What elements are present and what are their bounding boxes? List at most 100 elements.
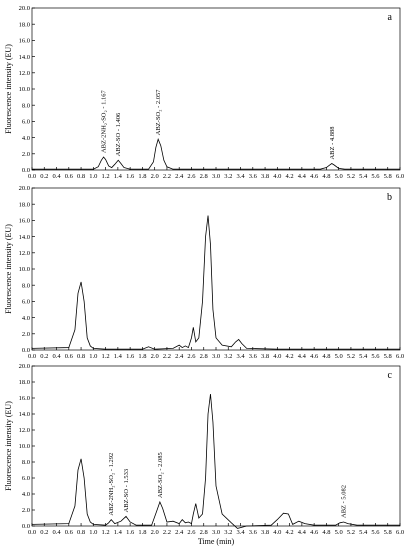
plot-frame [31, 187, 401, 351]
x-tick-label: 4.8 [322, 173, 330, 180]
x-tick-label: 2.2 [163, 173, 171, 180]
y-tick-label: 0.0 [22, 167, 30, 174]
y-tick-label: 8.0 [22, 282, 30, 289]
y-tick-label: 2.0 [22, 331, 30, 338]
y-tick-label: 2.0 [22, 151, 30, 158]
x-tick-label: 4.4 [298, 173, 307, 180]
x-tick-label: 3.2 [224, 173, 232, 180]
x-tick-label: 0.0 [28, 529, 36, 536]
x-tick-label: 5.2 [347, 353, 355, 360]
x-tick-label: 4.0 [273, 529, 281, 536]
x-tick-label: 6.0 [396, 529, 404, 536]
y-tick-label: 4.0 [22, 315, 30, 322]
x-tick-label: 3.8 [261, 173, 269, 180]
peak-annotation: ABZ - 4.888 [329, 126, 336, 159]
x-tick-label: 3.2 [224, 353, 232, 360]
x-tick-label: 5.8 [384, 353, 392, 360]
x-tick-label: 2.4 [175, 173, 184, 180]
x-tick-label: 4.2 [286, 173, 294, 180]
x-tick-label: 6.0 [396, 173, 404, 180]
y-tick-label: 2.0 [22, 507, 30, 514]
peak-annotation: ABZ-SO₂ - 2.057 [155, 89, 162, 136]
x-tick-label: 1.0 [89, 173, 97, 180]
x-tick-label: 3.8 [261, 529, 269, 536]
x-tick-label: 2.0 [151, 529, 159, 536]
chromatogram-line [31, 215, 400, 350]
y-tick-label: 6.0 [22, 119, 30, 126]
x-tick-label: 0.4 [52, 173, 61, 180]
y-tick-label: 18.0 [19, 21, 30, 28]
x-tick-label: 4.4 [298, 353, 307, 360]
x-axis-title: Time (min) [198, 537, 235, 546]
x-tick-label: 3.6 [249, 529, 258, 536]
x-tick-label: 6.0 [396, 353, 404, 360]
x-tick-label: 0.8 [77, 529, 85, 536]
plot-frame [31, 7, 401, 171]
x-tick-label: 3.6 [249, 353, 258, 360]
y-axis-title: Fluorescence intensity (EU) [4, 224, 13, 314]
y-tick-label: 20.0 [19, 363, 30, 370]
x-tick-label: 0.8 [77, 353, 85, 360]
x-tick-label: 4.8 [322, 529, 330, 536]
x-tick-label: 1.0 [89, 529, 97, 536]
x-tick-label: 2.2 [163, 529, 171, 536]
x-tick-label: 1.2 [102, 529, 110, 536]
x-tick-label: 2.6 [187, 353, 196, 360]
peak-annotation: ABZ-SO - 1.533 [123, 469, 130, 513]
x-tick-label: 1.8 [138, 529, 146, 536]
x-tick-label: 2.8 [200, 353, 208, 360]
x-tick-label: 4.0 [273, 173, 281, 180]
x-tick-label: 5.4 [359, 173, 368, 180]
x-tick-label: 1.4 [114, 529, 123, 536]
x-tick-label: 0.6 [65, 529, 74, 536]
y-tick-label: 20.0 [19, 185, 30, 192]
x-tick-label: 3.6 [249, 173, 258, 180]
x-tick-label: 2.0 [151, 353, 159, 360]
x-tick-label: 0.4 [52, 353, 61, 360]
x-tick-label: 5.4 [359, 529, 368, 536]
y-tick-label: 12.0 [19, 250, 30, 257]
x-tick-label: 5.8 [384, 173, 392, 180]
x-tick-label: 0.8 [77, 173, 85, 180]
y-tick-label: 6.0 [22, 475, 30, 482]
y-tick-label: 18.0 [19, 201, 30, 208]
x-tick-label: 0.2 [40, 529, 48, 536]
x-tick-label: 0.0 [28, 173, 36, 180]
x-tick-label: 4.0 [273, 353, 281, 360]
x-tick-label: 4.4 [298, 529, 307, 536]
x-tick-label: 2.0 [151, 173, 159, 180]
x-tick-label: 0.6 [65, 353, 74, 360]
x-tick-label: 5.2 [347, 529, 355, 536]
x-tick-label: 1.0 [89, 353, 97, 360]
x-tick-label: 1.8 [138, 353, 146, 360]
y-tick-label: 14.0 [19, 411, 30, 418]
x-tick-label: 1.2 [102, 353, 110, 360]
y-axis-title: Fluorescence intensity (EU) [4, 44, 13, 134]
x-tick-label: 4.6 [310, 353, 319, 360]
peak-annotation: ABZ-2NH₂-SO₂ - 1.292 [108, 453, 115, 516]
x-tick-label: 5.6 [371, 173, 380, 180]
x-tick-label: 3.8 [261, 353, 269, 360]
x-tick-label: 1.6 [126, 173, 135, 180]
x-tick-label: 3.0 [212, 529, 220, 536]
panel-label: c [388, 370, 393, 381]
x-tick-label: 2.4 [175, 529, 184, 536]
x-tick-label: 2.6 [187, 529, 196, 536]
y-axis-title: Fluorescence intensity (EU) [4, 401, 13, 491]
y-tick-label: 12.0 [19, 427, 30, 434]
panel-label: a [388, 12, 393, 23]
y-tick-label: 0.0 [22, 523, 30, 530]
x-tick-label: 3.0 [212, 353, 220, 360]
y-tick-label: 16.0 [19, 395, 30, 402]
y-tick-label: 10.0 [19, 86, 30, 93]
peak-annotation: ABZ - 5.082 [341, 485, 348, 518]
peak-annotation: ABZ-SO - 1.406 [115, 112, 122, 156]
y-tick-label: 0.0 [22, 347, 30, 354]
y-tick-label: 20.0 [19, 5, 30, 12]
x-tick-label: 5.2 [347, 173, 355, 180]
x-tick-label: 3.4 [236, 353, 245, 360]
y-tick-label: 6.0 [22, 299, 30, 306]
x-tick-label: 3.4 [236, 529, 245, 536]
